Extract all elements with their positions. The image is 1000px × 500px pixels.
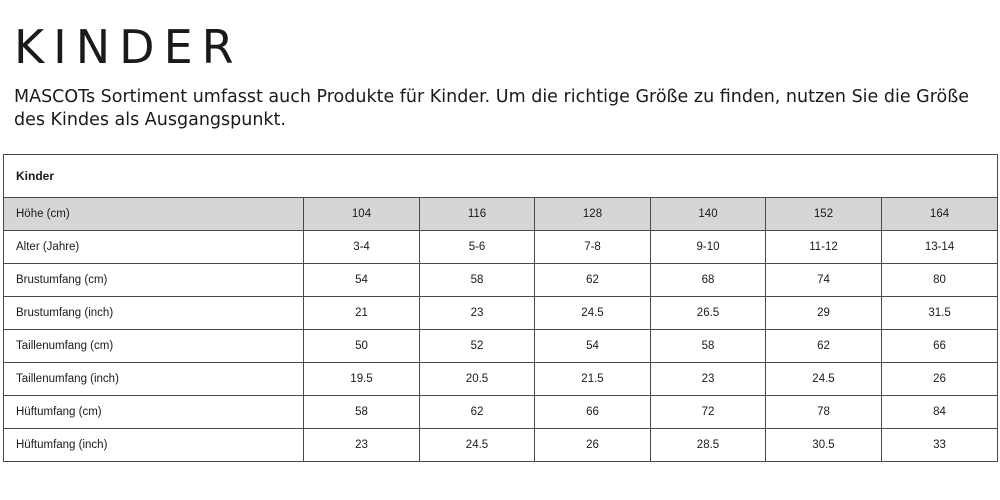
table-cell: 74 <box>765 263 882 297</box>
row-label: Alter (Jahre) <box>3 230 304 264</box>
table-row: Taillenumfang (cm) 50 52 54 58 62 66 <box>3 329 999 363</box>
row-label: Taillenumfang (inch) <box>3 362 304 396</box>
table-cell: 52 <box>419 329 535 363</box>
table-row: Brustumfang (inch) 21 23 24.5 26.5 29 31… <box>3 296 999 330</box>
table-cell: 30.5 <box>765 428 882 462</box>
table-cell: 33 <box>880 428 999 462</box>
table-cell: 26.5 <box>650 296 766 330</box>
intro-paragraph: MASCOTs Sortiment umfasst auch Produkte … <box>14 87 970 130</box>
row-label: Brustumfang (inch) <box>3 296 304 330</box>
table-cell: 31.5 <box>880 296 999 330</box>
header-cell: 104 <box>303 197 420 231</box>
table-cell: 11-12 <box>765 230 882 264</box>
header-cell: 152 <box>765 197 882 231</box>
table-cell: 3-4 <box>303 230 420 264</box>
table-row: Hüftumfang (cm) 58 62 66 72 78 84 <box>3 395 999 429</box>
table-cell: 68 <box>650 263 766 297</box>
table-cell: 9-10 <box>650 230 766 264</box>
table-cell: 54 <box>303 263 420 297</box>
table-cell: 23 <box>650 362 766 396</box>
table-caption: Kinder <box>2 154 999 198</box>
table-cell: 58 <box>650 329 766 363</box>
table-row: Hüftumfang (inch) 23 24.5 26 28.5 30.5 3… <box>3 428 999 462</box>
table-cell: 24.5 <box>419 428 535 462</box>
row-label: Hüftumfang (inch) <box>3 428 304 462</box>
table-cell: 29 <box>765 296 882 330</box>
table-cell: 24.5 <box>534 296 651 330</box>
table-row: Alter (Jahre) 3-4 5-6 7-8 9-10 11-12 13-… <box>3 230 999 264</box>
table-cell: 28.5 <box>650 428 766 462</box>
table-cell: 62 <box>765 329 882 363</box>
table-cell: 7-8 <box>534 230 651 264</box>
table-cell: 23 <box>303 428 420 462</box>
table-cell: 62 <box>419 395 535 429</box>
table-cell: 13-14 <box>880 230 999 264</box>
table-row: Taillenumfang (inch) 19.5 20.5 21.5 23 2… <box>3 362 999 396</box>
table-cell: 66 <box>880 329 999 363</box>
table-row: Brustumfang (cm) 54 58 62 68 74 80 <box>3 263 999 297</box>
header-cell: 140 <box>650 197 766 231</box>
table-cell: 24.5 <box>765 362 882 396</box>
row-label: Hüftumfang (cm) <box>3 395 304 429</box>
table-caption-row: Kinder <box>2 154 999 198</box>
table-cell: 72 <box>650 395 766 429</box>
table-cell: 21 <box>303 296 420 330</box>
table-cell: 5-6 <box>419 230 535 264</box>
table-cell: 80 <box>880 263 999 297</box>
table-cell: 20.5 <box>419 362 535 396</box>
table-cell: 21.5 <box>534 362 651 396</box>
page-title: KINDER <box>14 20 243 74</box>
row-label: Taillenumfang (cm) <box>3 329 304 363</box>
table-cell: 58 <box>419 263 535 297</box>
table-cell: 66 <box>534 395 651 429</box>
header-label: Höhe (cm) <box>3 197 304 231</box>
header-cell: 164 <box>880 197 999 231</box>
header-cell: 128 <box>534 197 651 231</box>
size-chart-table: Kinder Höhe (cm) 104 116 128 140 152 164… <box>2 154 999 462</box>
table-cell: 54 <box>534 329 651 363</box>
table-cell: 84 <box>880 395 999 429</box>
table-cell: 23 <box>419 296 535 330</box>
table-cell: 50 <box>303 329 420 363</box>
table-cell: 26 <box>880 362 999 396</box>
table-cell: 19.5 <box>303 362 420 396</box>
table-cell: 62 <box>534 263 651 297</box>
table-cell: 58 <box>303 395 420 429</box>
table-cell: 78 <box>765 395 882 429</box>
table-header-row: Höhe (cm) 104 116 128 140 152 164 <box>3 197 999 231</box>
header-cell: 116 <box>419 197 535 231</box>
row-label: Brustumfang (cm) <box>3 263 304 297</box>
table-cell: 26 <box>534 428 651 462</box>
